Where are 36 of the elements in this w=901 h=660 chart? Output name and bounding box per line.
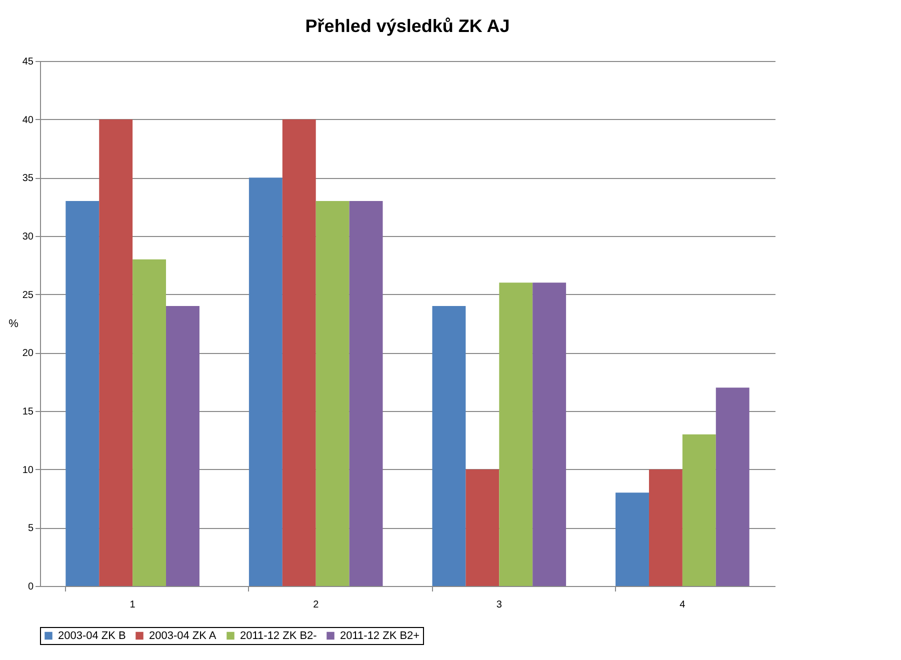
y-tick-label: 40 bbox=[22, 114, 34, 126]
y-tick-label: 45 bbox=[22, 56, 34, 68]
bar bbox=[682, 434, 716, 586]
y-tick-label: 0 bbox=[28, 582, 34, 592]
y-tick-label: 30 bbox=[22, 232, 34, 242]
bar bbox=[99, 119, 133, 586]
bar bbox=[166, 306, 200, 586]
y-tick-label: 25 bbox=[22, 290, 34, 301]
bar bbox=[282, 119, 316, 586]
bar bbox=[532, 282, 566, 586]
bar bbox=[499, 282, 533, 586]
bar bbox=[432, 306, 466, 586]
legend-label: 2003-04 ZK B bbox=[58, 630, 126, 642]
y-tick-label: 15 bbox=[22, 406, 34, 418]
legend-label: 2011-12 ZK B2+ bbox=[340, 630, 420, 642]
bar bbox=[616, 492, 649, 586]
y-axis-title: % bbox=[8, 318, 19, 330]
x-tick-label: 2 bbox=[313, 600, 320, 610]
x-tick-label: 4 bbox=[680, 600, 686, 610]
y-tick-label: 35 bbox=[22, 173, 34, 184]
bar bbox=[466, 469, 500, 586]
y-tick-label: 5 bbox=[28, 523, 34, 534]
bar bbox=[132, 259, 166, 586]
bar bbox=[66, 201, 100, 586]
bar bbox=[349, 201, 383, 586]
chart-title: Přehled výsledků ZK AJ bbox=[305, 16, 510, 36]
bar bbox=[648, 469, 682, 586]
legend-label: 2003-04 ZK A bbox=[149, 630, 217, 642]
x-tick-label: 1 bbox=[130, 600, 136, 610]
y-tick-label: 10 bbox=[22, 464, 34, 476]
bar bbox=[716, 388, 750, 586]
x-tick-label: 3 bbox=[496, 600, 502, 610]
bar bbox=[316, 201, 350, 586]
bar bbox=[248, 178, 282, 586]
y-tick-label: 20 bbox=[22, 348, 34, 360]
legend-label: 2011-12 ZK B2- bbox=[240, 630, 318, 642]
